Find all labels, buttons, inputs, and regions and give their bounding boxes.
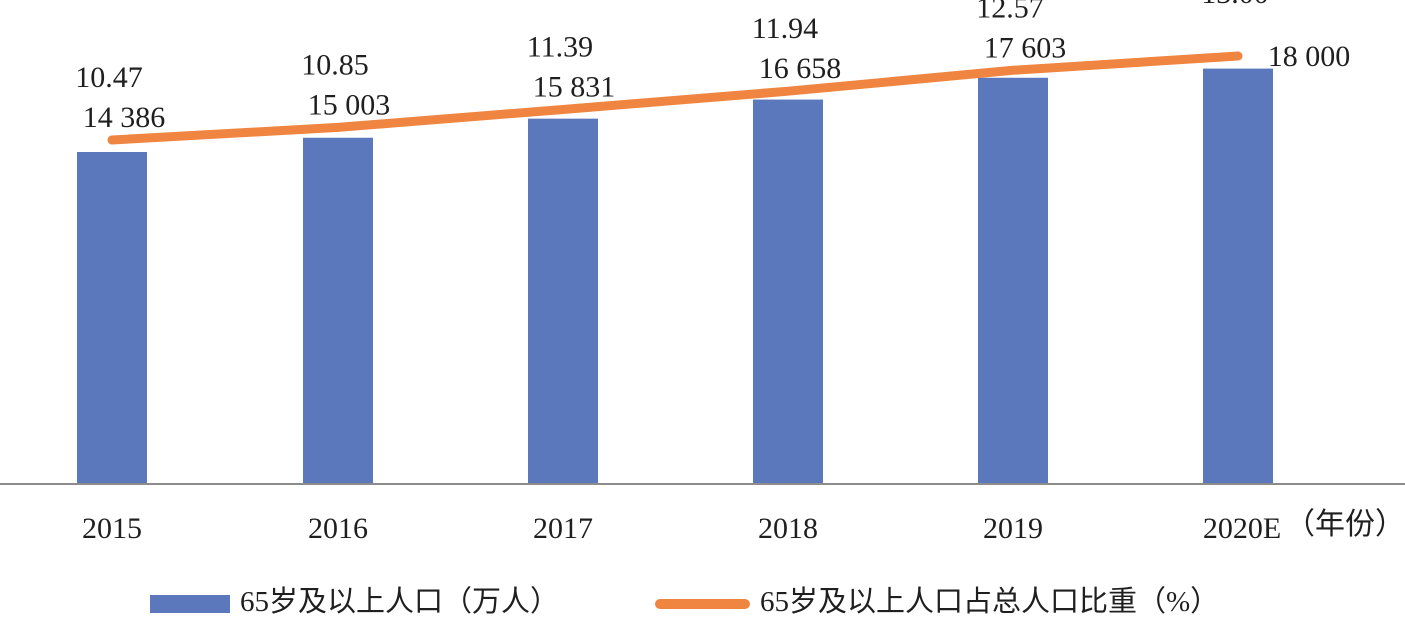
ratio-label-2018: 11.94	[752, 12, 818, 45]
labels-layer: 10.47 10.85 11.39 11.94 12.57 13.00 14 386 15 0…	[75, 0, 1350, 134]
x-axis-unit-label: （年份）	[1285, 508, 1405, 541]
x-tick-2020E: 2020E	[1203, 512, 1281, 545]
x-tick-2019: 2019	[983, 512, 1043, 545]
legend: 65岁及以上人口（万人） 65岁及以上人口占总人口比重（%）	[150, 585, 1219, 618]
count-label-2020E: 18 000	[1268, 40, 1351, 73]
ratio-label-2019: 12.57	[976, 0, 1044, 24]
line-point-2015	[111, 139, 113, 141]
count-label-2018: 16 658	[759, 52, 842, 85]
legend-line-label: 65岁及以上人口占总人口比重（%）	[760, 585, 1219, 616]
x-tick-2015: 2015	[82, 512, 142, 545]
bar-2015	[77, 152, 147, 484]
bar-2019	[978, 77, 1048, 485]
bar-2016	[303, 137, 373, 485]
line-point-2017	[562, 108, 564, 111]
bars-layer	[77, 68, 1273, 485]
line-series-ratio	[107, 51, 1243, 145]
legend-bar-label: 65岁及以上人口（万人）	[240, 585, 559, 616]
x-tick-2018: 2018	[758, 512, 818, 545]
ticks-layer: 2015 2016 2017 2018 2019 2020E	[82, 512, 1281, 545]
line-point-2020E	[1237, 55, 1239, 57]
count-label-2017: 15 831	[533, 70, 616, 103]
line-point-2018	[787, 90, 789, 93]
line-layer	[107, 51, 1243, 145]
count-label-2016: 15 003	[308, 88, 391, 121]
line-point-2016	[337, 126, 339, 129]
ratio-label-2017: 11.39	[527, 30, 593, 63]
legend-bar-swatch	[150, 595, 230, 613]
count-label-2015: 14 386	[83, 101, 166, 134]
bar-2018	[753, 99, 823, 484]
ratio-label-2015: 10.47	[75, 61, 143, 94]
ratio-label-2016: 10.85	[301, 48, 369, 81]
bar-2017	[528, 118, 598, 485]
bar-2020E	[1203, 68, 1273, 485]
count-label-2019: 17 603	[984, 31, 1067, 64]
ratio-label-2020E: 13.00	[1201, 0, 1269, 10]
x-tick-2016: 2016	[308, 512, 368, 545]
x-tick-2017: 2017	[533, 512, 593, 545]
line-point-2019	[1012, 69, 1014, 72]
